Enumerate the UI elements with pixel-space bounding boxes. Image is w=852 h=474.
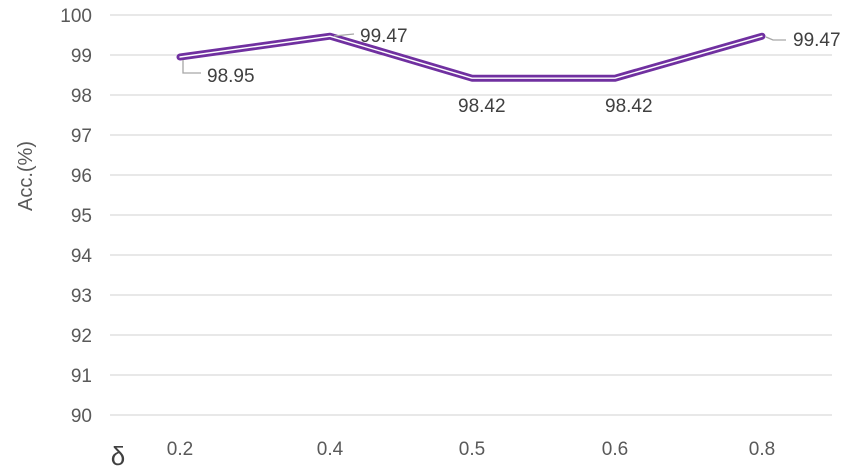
y-tick-label-91: 91 [71, 366, 92, 387]
y-tick-label-92: 92 [71, 326, 92, 347]
series-line [180, 36, 762, 78]
leader-line-0.8 [766, 37, 786, 40]
x-tick-label-0.6: 0.6 [602, 439, 628, 460]
y-tick-label-95: 95 [71, 206, 92, 227]
data-label-0.4: 99.47 [360, 26, 408, 47]
data-label-0.6: 98.42 [605, 96, 653, 117]
data-label-0.5: 98.42 [458, 96, 506, 117]
series-layer [180, 36, 762, 78]
x-tick-label-0.8: 0.8 [749, 439, 775, 460]
leader-line-0.2 [183, 60, 201, 73]
y-tick-label-93: 93 [71, 286, 92, 307]
x-tick-labels: 0.2 0.4 0.5 0.6 0.8 [167, 439, 775, 460]
y-tick-labels: 90 91 92 93 94 95 96 97 98 99 100 [60, 6, 92, 427]
x-tick-label-0.2: 0.2 [167, 439, 193, 460]
y-tick-label-94: 94 [71, 246, 93, 267]
y-tick-label-100: 100 [60, 6, 92, 27]
x-tick-label-0.4: 0.4 [317, 439, 344, 460]
y-tick-label-98: 98 [71, 86, 92, 107]
y-tick-label-99: 99 [71, 46, 92, 67]
y-tick-label-90: 90 [71, 406, 92, 427]
y-tick-label-96: 96 [71, 166, 92, 187]
x-tick-label-0.5: 0.5 [459, 439, 485, 460]
y-axis-title: Acc.(%) [15, 141, 37, 211]
data-label-0.2: 98.95 [207, 66, 255, 87]
data-label-0.8: 99.47 [793, 30, 841, 51]
x-axis-title: δ [111, 441, 125, 469]
y-tick-label-97: 97 [71, 126, 92, 147]
